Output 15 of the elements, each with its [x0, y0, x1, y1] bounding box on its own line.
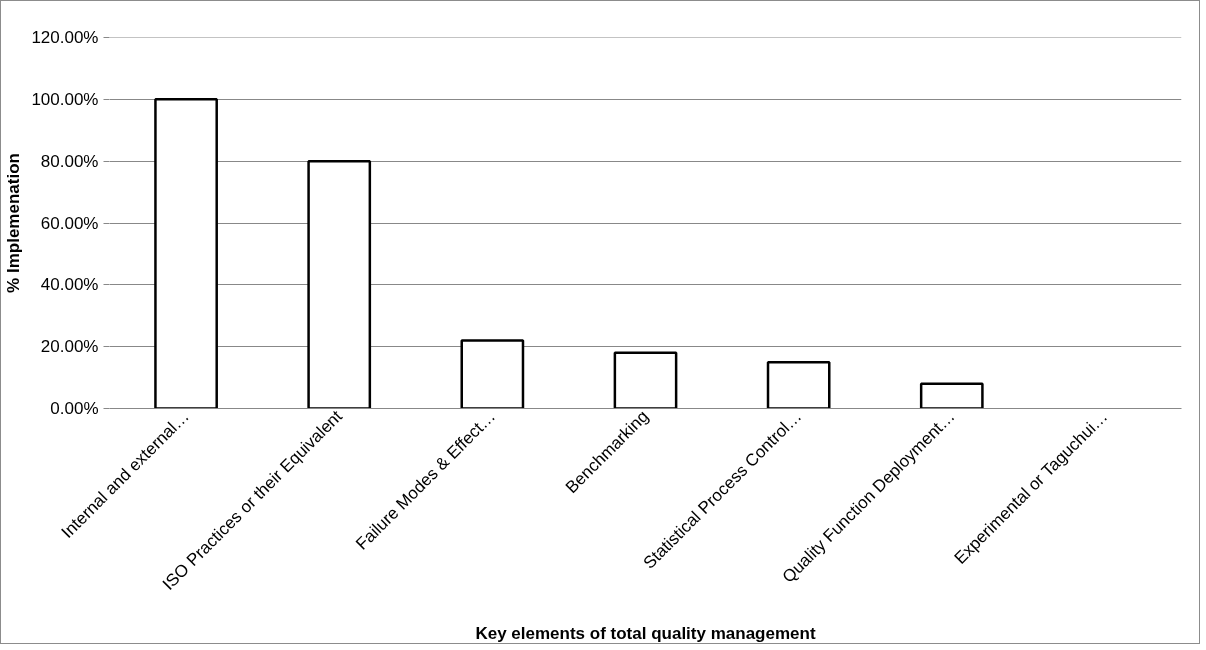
bar: [919, 382, 984, 409]
bar: [154, 98, 218, 409]
y-tick-label: 40.00%: [40, 275, 99, 295]
y-tick-label: 20.00%: [40, 337, 99, 357]
y-tick-label: 0.00%: [50, 399, 99, 418]
bar: [307, 159, 372, 409]
x-axis-title: Key elements of total quality management: [475, 623, 816, 643]
y-tick-label: 120.00%: [31, 28, 99, 47]
bar: [460, 339, 525, 409]
y-tick-label: 100.00%: [31, 89, 99, 109]
y-tick-label: 80.00%: [40, 151, 99, 171]
bar: [766, 360, 831, 409]
y-axis-title: % Implemenation: [4, 153, 24, 293]
y-tick-label: 60.00%: [40, 213, 99, 233]
bar: [613, 351, 678, 409]
